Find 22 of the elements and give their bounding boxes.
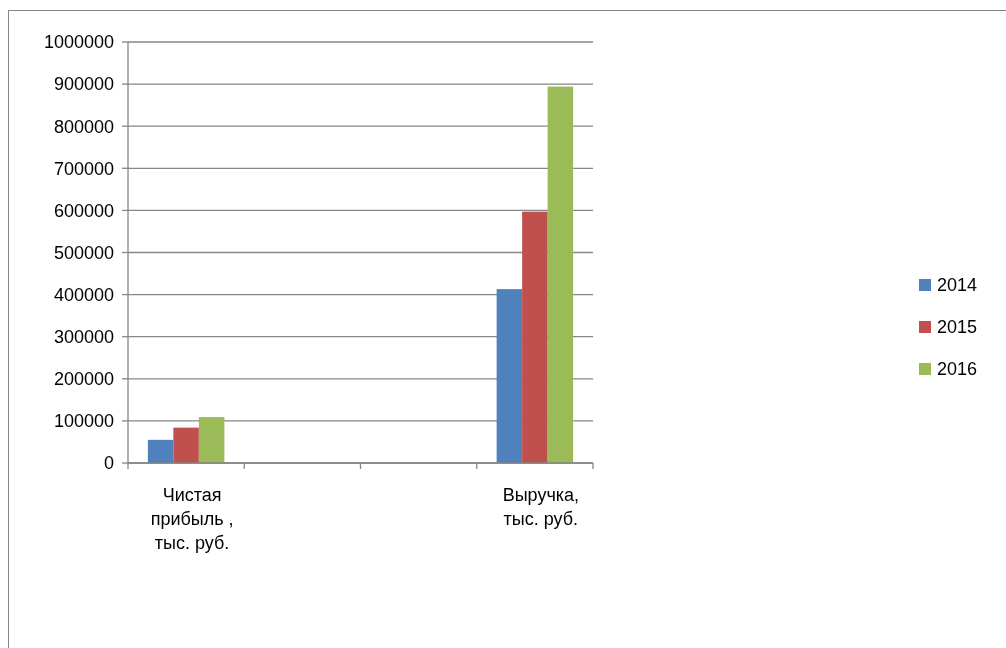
y-tick-label: 900000: [53, 74, 114, 95]
bar: [496, 289, 523, 463]
legend-label: 2014: [937, 275, 978, 296]
y-tick-label: 300000: [53, 327, 114, 347]
bar: [173, 427, 199, 463]
y-tick-label: 200000: [53, 369, 114, 390]
y-tick-label: 400000: [53, 284, 114, 305]
bar: [147, 439, 174, 463]
bar: [522, 211, 548, 463]
bar: [547, 86, 574, 463]
y-tick-label: 100000: [53, 411, 114, 432]
legend-label: 2015: [937, 317, 978, 338]
x-tick-label: Чистая прибыль , тыс. руб.: [150, 485, 234, 553]
y-tick-label: 500000: [53, 242, 114, 263]
y-tick-label: 1000000: [43, 32, 114, 53]
bar: [198, 417, 225, 463]
y-tick-label: 600000: [53, 200, 114, 221]
y-tick-label: 0: [103, 453, 114, 474]
legend-label: 2016: [937, 359, 978, 380]
y-tick-label: 800000: [53, 116, 114, 137]
x-tick-label: Выручка, тыс. руб.: [502, 485, 580, 529]
y-tick-label: 700000: [53, 158, 114, 179]
